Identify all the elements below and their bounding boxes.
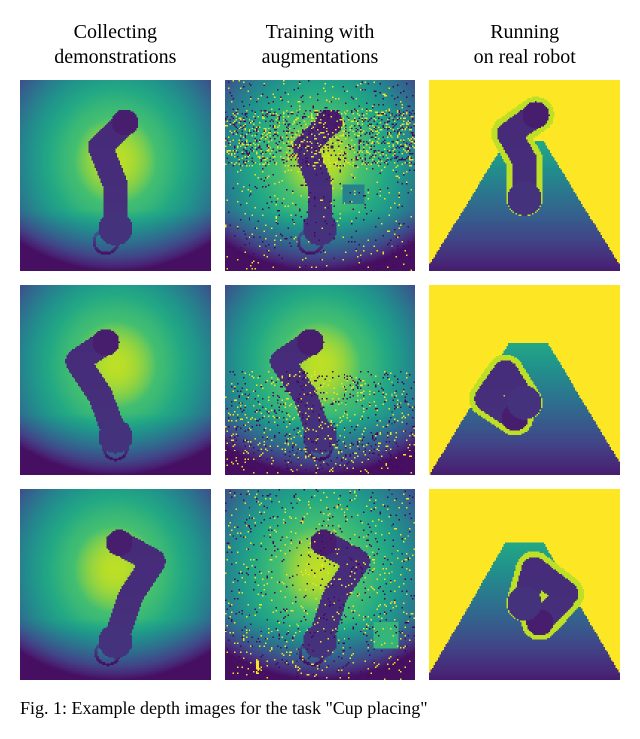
depth-image-r0-c1 — [225, 80, 416, 271]
col-header-2: Training with augmentations — [225, 20, 416, 70]
depth-canvas — [20, 80, 211, 271]
image-grid — [20, 80, 620, 680]
depth-image-r1-c2 — [429, 285, 620, 476]
depth-canvas — [20, 285, 211, 476]
depth-canvas — [20, 489, 211, 680]
column-headers: Collecting demonstrations Training with … — [20, 20, 620, 70]
depth-image-r1-c1 — [225, 285, 416, 476]
depth-image-r0-c0 — [20, 80, 211, 271]
depth-canvas — [225, 80, 416, 271]
depth-image-r1-c0 — [20, 285, 211, 476]
depth-canvas — [225, 285, 416, 476]
figure-caption: Fig. 1: Example depth images for the tas… — [20, 698, 620, 719]
col-header-1: Collecting demonstrations — [20, 20, 211, 70]
depth-canvas — [429, 489, 620, 680]
depth-image-r2-c0 — [20, 489, 211, 680]
depth-canvas — [429, 285, 620, 476]
depth-image-r2-c1 — [225, 489, 416, 680]
depth-image-r0-c2 — [429, 80, 620, 271]
col-header-3: Running on real robot — [429, 20, 620, 70]
figure-1: Collecting demonstrations Training with … — [20, 20, 620, 719]
depth-canvas — [225, 489, 416, 680]
depth-image-r2-c2 — [429, 489, 620, 680]
depth-canvas — [429, 80, 620, 271]
